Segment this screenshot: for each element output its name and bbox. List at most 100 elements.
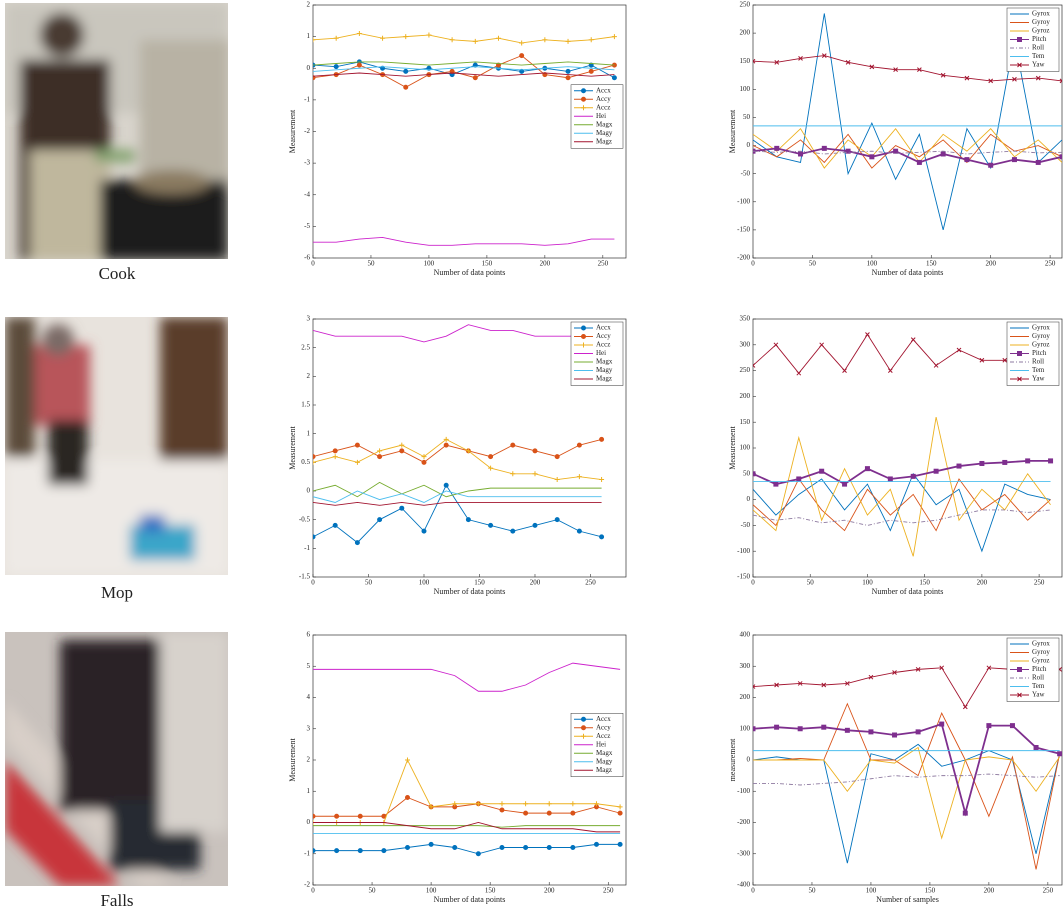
x-tick-label: 50 [369, 887, 377, 895]
x-tick-label: 200 [984, 887, 995, 895]
marker [864, 466, 870, 472]
x-tick-label: 0 [311, 579, 315, 587]
legend-label: Accx [596, 715, 611, 723]
x-tick-label: 150 [919, 579, 930, 587]
series-line [313, 438, 602, 463]
marker [956, 347, 962, 353]
marker [988, 162, 994, 168]
plot-area [753, 13, 1062, 230]
marker [892, 732, 898, 738]
legend-label: Magx [596, 358, 613, 366]
marker [1059, 78, 1062, 84]
marker [546, 801, 552, 807]
plot-area [313, 662, 623, 857]
x-tick-label: 250 [598, 260, 609, 268]
y-axis-label: Measurement [728, 425, 737, 469]
marker [887, 476, 893, 482]
x-axis-label: Number of data points [434, 895, 506, 904]
legend-label: Gyroz [1032, 27, 1050, 35]
x-tick-label: 150 [926, 260, 937, 268]
marker [798, 56, 803, 61]
x-tick-label: 250 [603, 887, 614, 895]
y-tick-label: -5 [304, 222, 310, 230]
marker [333, 64, 339, 70]
legend-marker [581, 88, 586, 94]
marker [519, 53, 525, 59]
y-tick-label: 1.5 [301, 401, 310, 409]
legend-label: Pitch [1032, 665, 1047, 673]
marker [797, 681, 803, 686]
marker [611, 75, 617, 81]
y-tick-label: -400 [737, 881, 750, 889]
legend-label: Tem [1032, 682, 1045, 690]
y-axis-label: Measurement [728, 109, 737, 153]
marker [588, 37, 594, 43]
marker [546, 810, 552, 816]
x-tick-label: 100 [426, 887, 437, 895]
marker [842, 368, 847, 373]
marker [377, 517, 383, 523]
marker [753, 58, 756, 64]
legend-label: Accz [596, 103, 610, 111]
marker [774, 682, 779, 688]
y-axis-label: Measurement [288, 109, 297, 153]
y-tick-label: -3 [304, 159, 310, 167]
chart: 0 50 100 150 200 250 -2 -1 0 1 2 3 4 5 6 Number of data… [288, 631, 627, 904]
marker [617, 804, 623, 810]
marker [819, 468, 825, 474]
legend-label: Gyrox [1032, 640, 1050, 648]
x-tick-label: 200 [985, 260, 996, 268]
series-line [753, 127, 1062, 169]
marker [542, 37, 548, 43]
marker [354, 442, 360, 448]
series-line [313, 61, 615, 66]
x-tick-label: 200 [540, 260, 551, 268]
marker [933, 468, 939, 474]
marker [443, 482, 449, 488]
x-axis-label: Number of data points [434, 587, 506, 596]
marker [380, 35, 386, 41]
marker [1009, 723, 1015, 729]
x-tick-label: 250 [1034, 579, 1045, 587]
x-tick-label: 200 [544, 887, 555, 895]
marker [797, 726, 803, 732]
x-tick-label: 100 [419, 579, 430, 587]
marker [465, 448, 471, 454]
marker [845, 148, 851, 154]
y-tick-label: 250 [740, 1, 751, 9]
panel-label: Mop [101, 583, 133, 602]
y-tick-label: -0.5 [299, 515, 311, 523]
marker [962, 704, 968, 710]
marker [956, 463, 962, 469]
marker [333, 35, 339, 41]
marker [986, 665, 992, 671]
y-tick-label: 0 [747, 756, 751, 764]
plot-area [753, 665, 1062, 870]
chart: 0 50 100 150 200 250 -200 -150 -100 -50 0 50 100 150 2… [728, 1, 1063, 277]
marker [313, 813, 316, 819]
x-tick-label: 250 [1043, 887, 1054, 895]
legend-label: Gyroy [1032, 18, 1050, 26]
marker [532, 448, 538, 454]
legend-label: Pitch [1032, 349, 1047, 357]
x-tick-label: 200 [530, 579, 541, 587]
legend-label: Roll [1032, 44, 1044, 52]
marker [475, 851, 481, 857]
y-tick-label: 300 [740, 662, 751, 670]
y-tick-label: 2 [307, 372, 311, 380]
marker [313, 848, 316, 854]
series-line [313, 66, 615, 72]
plot-area [753, 332, 1054, 557]
legend-label: Hei [596, 349, 606, 357]
marker [796, 476, 802, 482]
y-tick-label: 50 [743, 113, 751, 121]
marker [475, 801, 481, 807]
marker [617, 810, 623, 816]
y-axis-label: measurement [728, 738, 737, 781]
marker [819, 342, 825, 348]
marker [499, 801, 505, 807]
marker [332, 448, 338, 454]
y-tick-label: -300 [737, 849, 750, 857]
y-tick-label: -1.5 [299, 573, 311, 581]
